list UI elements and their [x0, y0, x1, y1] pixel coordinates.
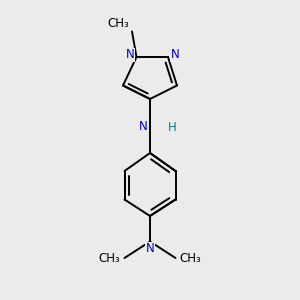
- Text: N: N: [139, 120, 148, 133]
- Text: CH₃: CH₃: [179, 252, 201, 265]
- Text: H: H: [168, 121, 177, 134]
- Text: CH₃: CH₃: [99, 252, 121, 265]
- Text: CH₃: CH₃: [107, 17, 129, 30]
- Text: N: N: [170, 48, 179, 62]
- Text: N: N: [146, 242, 154, 255]
- Text: N: N: [126, 48, 134, 62]
